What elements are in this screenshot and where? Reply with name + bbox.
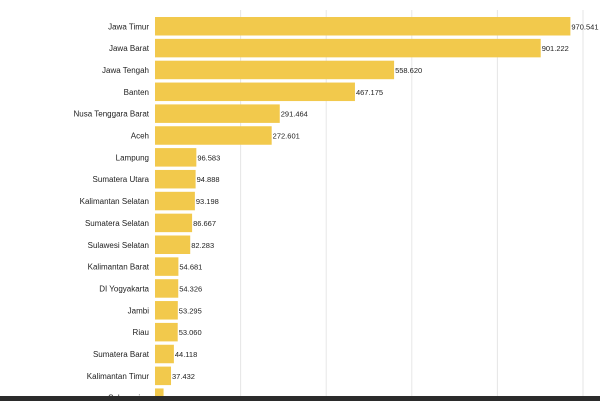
value-label: 558.620 <box>395 66 422 75</box>
bar-banten[interactable] <box>155 82 355 102</box>
category-label: Kalimantan Selatan <box>80 197 149 206</box>
value-label: 44.118 <box>175 350 197 359</box>
category-label: Sumatera Selatan <box>85 219 149 228</box>
bar-lampung[interactable] <box>155 148 197 167</box>
category-label: Jawa Tengah <box>102 66 149 75</box>
value-label: 467.175 <box>356 88 383 97</box>
bar-jawa-barat[interactable] <box>155 38 541 58</box>
bar-kalimantan-barat[interactable] <box>155 257 179 276</box>
bar-jawa-timur[interactable] <box>155 17 571 36</box>
category-label: Jawa Timur <box>108 22 149 31</box>
category-label: Riau <box>133 328 149 337</box>
value-label: 272.601 <box>273 132 300 141</box>
bar-jambi[interactable] <box>155 301 178 320</box>
value-label: 970.541 <box>571 22 598 31</box>
bar-sumatera-barat[interactable] <box>155 344 174 364</box>
value-label: 291.464 <box>281 110 308 119</box>
value-label: 53.060 <box>179 328 202 337</box>
value-label: 901.222 <box>542 44 569 53</box>
bar-sulawesi[interactable] <box>155 388 164 401</box>
bar-nusa-tenggara-barat[interactable] <box>155 104 280 123</box>
category-label: DI Yogyakarta <box>99 284 149 293</box>
bar-riau[interactable] <box>155 322 178 342</box>
bar-sulawesi-selatan[interactable] <box>155 235 191 255</box>
category-label: Kalimantan Timur <box>87 372 150 381</box>
value-label: 54.326 <box>179 284 202 293</box>
value-label: 94.888 <box>197 175 220 184</box>
value-label: 53.295 <box>179 306 202 315</box>
category-label: Aceh <box>131 132 149 141</box>
value-label: 86.667 <box>193 219 216 228</box>
value-label: 37.432 <box>172 372 195 381</box>
bar-jawa-tengah[interactable] <box>155 60 395 80</box>
value-label: 54.681 <box>179 263 202 272</box>
bar-sumatera-selatan[interactable] <box>155 213 193 233</box>
category-label: Sumatera Barat <box>93 350 150 359</box>
category-label: Nusa Tenggara Barat <box>74 110 150 119</box>
category-label: Sulawesi Selatan <box>88 241 149 250</box>
category-label: Jawa Barat <box>109 44 150 53</box>
category-label: Jambi <box>128 306 150 315</box>
bar-aceh[interactable] <box>155 126 272 145</box>
category-label: Sumatera Utara <box>93 175 150 184</box>
bar-di-yogyakarta[interactable] <box>155 279 179 298</box>
value-label: 82.283 <box>191 241 214 250</box>
bar-kalimantan-selatan[interactable] <box>155 191 195 211</box>
bottom-scrollbar[interactable] <box>0 396 600 401</box>
category-label: Lampung <box>116 153 149 162</box>
category-label: Banten <box>124 88 149 97</box>
bar-layer <box>155 17 571 401</box>
bar-sumatera-utara[interactable] <box>155 169 196 189</box>
bar-kalimantan-timur[interactable] <box>155 366 172 386</box>
category-label: Kalimantan Barat <box>88 263 150 272</box>
value-label: 93.198 <box>196 197 219 206</box>
value-label: 96.583 <box>197 153 220 162</box>
label-layer: Jawa Timur 970.541 Jawa Barat 901.222 Jawa T… <box>74 22 599 401</box>
